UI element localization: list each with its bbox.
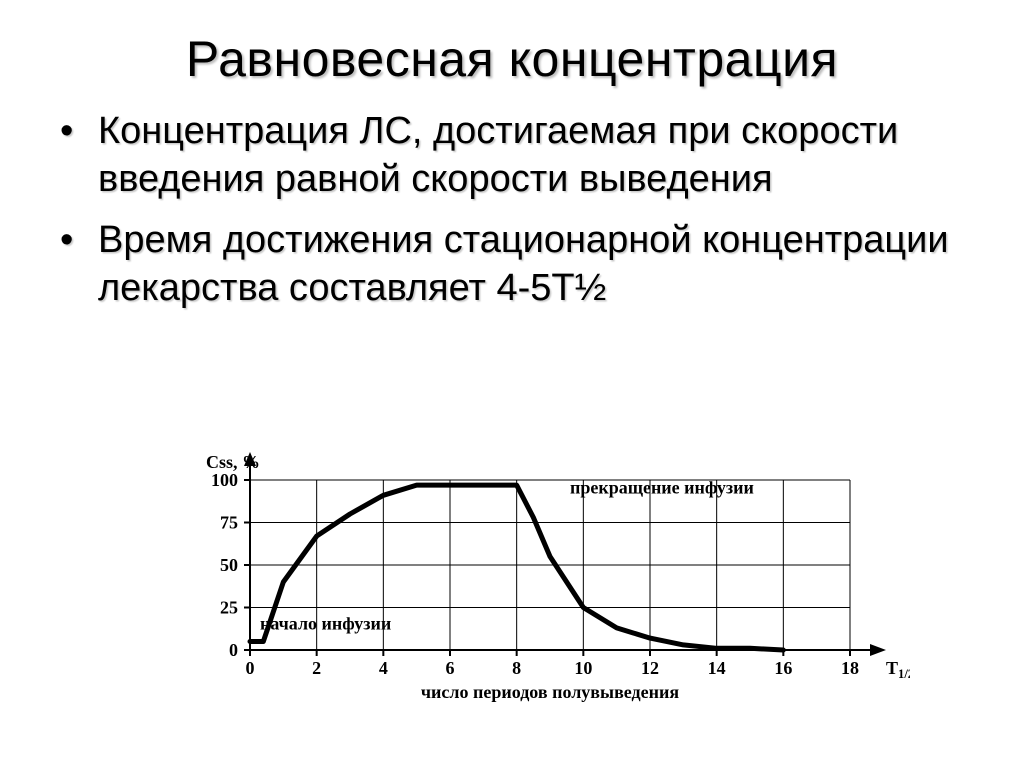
- svg-text:50: 50: [220, 555, 238, 575]
- svg-text:0: 0: [246, 658, 255, 678]
- svg-text:2: 2: [312, 658, 321, 678]
- svg-text:14: 14: [708, 658, 726, 678]
- svg-text:0: 0: [229, 640, 238, 660]
- svg-text:начало инфузии: начало инфузии: [260, 614, 391, 634]
- bullet-list: Концентрация ЛС, достигаемая при скорост…: [60, 108, 984, 312]
- svg-text:100: 100: [211, 470, 238, 490]
- svg-text:T1/2: T1/2: [886, 658, 910, 681]
- svg-text:Css, %: Css, %: [206, 452, 260, 472]
- svg-text:12: 12: [641, 658, 659, 678]
- svg-text:25: 25: [220, 598, 238, 618]
- svg-text:прекращение инфузии: прекращение инфузии: [570, 478, 754, 498]
- bullet-item: Концентрация ЛС, достигаемая при скорост…: [60, 108, 984, 203]
- infusion-chart: 0 2 4 6 8 10 12 14 16 18 0 25 50 75 100Css, % T1/2 число…: [170, 440, 910, 745]
- slide-title: Равновесная концентрация: [40, 30, 984, 88]
- svg-text:18: 18: [841, 658, 859, 678]
- svg-text:10: 10: [574, 658, 592, 678]
- slide: Равновесная концентрация Концентрация ЛС…: [0, 0, 1024, 767]
- svg-text:4: 4: [379, 658, 388, 678]
- svg-text:16: 16: [774, 658, 792, 678]
- svg-text:число периодов полувыведения: число периодов полувыведения: [421, 682, 680, 702]
- svg-text:6: 6: [446, 658, 455, 678]
- chart-svg: 0 2 4 6 8 10 12 14 16 18 0 25 50 75 100Css, % T1/2 число…: [170, 440, 910, 740]
- svg-text:75: 75: [220, 513, 238, 533]
- svg-text:8: 8: [512, 658, 521, 678]
- bullet-item: Время достижения стационарной концентрац…: [60, 217, 984, 312]
